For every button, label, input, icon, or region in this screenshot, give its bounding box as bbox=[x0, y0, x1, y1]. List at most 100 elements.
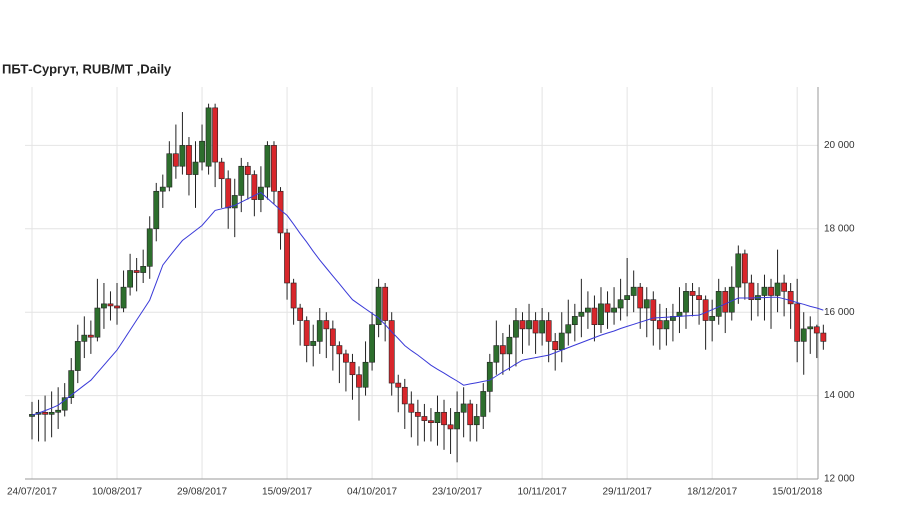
candle-body bbox=[598, 303, 604, 326]
x-tick-label: 15/09/2017 bbox=[262, 487, 312, 498]
candle-body bbox=[467, 403, 474, 426]
candle-body bbox=[794, 303, 801, 342]
candles bbox=[29, 103, 827, 463]
candle-body bbox=[552, 341, 559, 351]
candle-body bbox=[460, 403, 467, 413]
candle-body bbox=[741, 253, 748, 284]
y-tick-label: 18 000 bbox=[824, 223, 855, 234]
candle-body bbox=[499, 345, 506, 355]
candle-body bbox=[218, 161, 225, 180]
candle-body bbox=[578, 311, 585, 317]
candle-body bbox=[146, 228, 153, 267]
candle-body bbox=[637, 286, 644, 309]
candle-body bbox=[447, 424, 454, 430]
candle-body bbox=[251, 174, 258, 200]
candle-body bbox=[656, 320, 663, 330]
candle-body bbox=[513, 320, 519, 338]
x-tick-label: 23/10/2017 bbox=[432, 487, 482, 498]
x-tick-label: 24/07/2017 bbox=[7, 487, 57, 498]
candle-body bbox=[617, 299, 624, 309]
candle-body bbox=[74, 341, 81, 371]
candle-body bbox=[271, 145, 277, 192]
candle-body bbox=[486, 361, 493, 392]
candle-body bbox=[55, 409, 62, 413]
candle-body bbox=[539, 320, 546, 334]
candle-body bbox=[545, 320, 552, 342]
candle-body bbox=[140, 266, 147, 273]
candle-body bbox=[408, 403, 415, 413]
y-tick-label: 14 000 bbox=[824, 390, 855, 401]
candle-body bbox=[153, 190, 160, 230]
candle-body bbox=[761, 286, 768, 296]
candle-body bbox=[696, 295, 702, 300]
candle-body bbox=[630, 286, 637, 296]
candle-body bbox=[238, 165, 245, 196]
candle-body bbox=[212, 107, 219, 163]
candle-body bbox=[768, 286, 774, 296]
candle-body bbox=[526, 320, 532, 330]
candle-body bbox=[663, 320, 670, 330]
candle-body bbox=[199, 140, 205, 163]
candle-body bbox=[42, 411, 48, 415]
candle-body bbox=[493, 345, 500, 363]
candle-body bbox=[571, 316, 578, 326]
candle-body bbox=[401, 386, 408, 405]
candle-body bbox=[395, 382, 402, 388]
candle-body bbox=[441, 411, 447, 426]
candle-body bbox=[264, 145, 271, 188]
candle-body bbox=[414, 411, 421, 417]
candle-body bbox=[480, 391, 487, 417]
candle-body bbox=[81, 334, 88, 342]
x-tick-label: 04/10/2017 bbox=[347, 487, 397, 498]
moving-average-line bbox=[31, 191, 824, 416]
candle-body bbox=[310, 341, 317, 346]
candle-body bbox=[709, 316, 716, 321]
candle-body bbox=[61, 397, 68, 411]
candle-body bbox=[303, 320, 310, 346]
candle-body bbox=[676, 311, 683, 317]
candle-body bbox=[87, 334, 94, 338]
candle-body bbox=[715, 291, 722, 317]
candle-body bbox=[297, 307, 304, 321]
candle-body bbox=[192, 161, 199, 175]
candle-body bbox=[604, 303, 611, 313]
candle-body bbox=[101, 303, 107, 309]
candle-body bbox=[813, 326, 820, 334]
candle-body bbox=[519, 320, 526, 330]
y-tick-label: 16 000 bbox=[824, 307, 855, 318]
candle-body bbox=[689, 291, 696, 296]
candle-body bbox=[356, 374, 362, 388]
candle-body bbox=[323, 320, 330, 330]
candle-body bbox=[473, 416, 480, 426]
candle-body bbox=[434, 411, 441, 424]
candle-body bbox=[107, 303, 114, 307]
candle-body bbox=[611, 307, 617, 313]
candle-body bbox=[722, 291, 729, 313]
candle-body bbox=[454, 411, 460, 430]
candle-body bbox=[205, 107, 212, 167]
candle-body bbox=[179, 145, 186, 167]
candle-body bbox=[624, 295, 631, 300]
x-tick-label: 29/08/2017 bbox=[177, 487, 227, 498]
candle-body bbox=[225, 178, 232, 209]
y-tick-label: 20 000 bbox=[824, 140, 855, 151]
candle-body bbox=[284, 232, 290, 284]
candle-body bbox=[781, 282, 787, 292]
candle-body bbox=[114, 305, 120, 309]
candle-body bbox=[343, 353, 349, 363]
chart-title: ПБТ-Сургут, RUB/MT ,Daily bbox=[2, 61, 172, 76]
candle-body bbox=[643, 299, 650, 309]
candle-body bbox=[231, 195, 238, 209]
candle-body bbox=[349, 361, 356, 376]
x-tick-label: 18/12/2017 bbox=[687, 487, 737, 498]
candle-body bbox=[421, 416, 428, 421]
candle-body bbox=[166, 153, 173, 188]
candle-body bbox=[565, 324, 572, 334]
candle-body bbox=[133, 270, 140, 273]
x-tick-label: 10/08/2017 bbox=[92, 487, 142, 498]
candle-body bbox=[316, 320, 323, 342]
candle-body bbox=[375, 286, 382, 326]
candle-body bbox=[506, 336, 513, 355]
candle-body bbox=[68, 370, 75, 398]
